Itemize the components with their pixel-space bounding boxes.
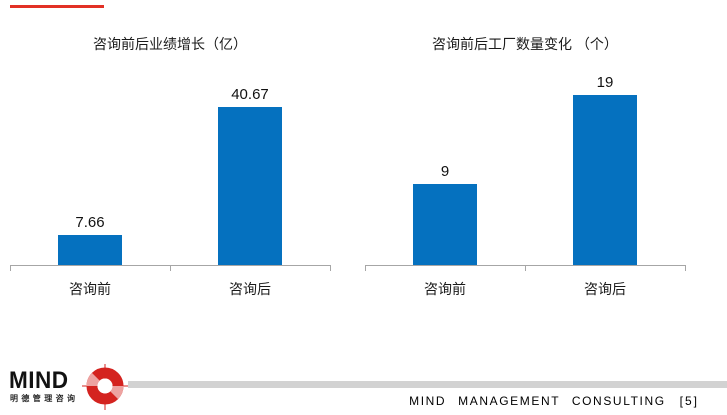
footer-company-text: MIND MANAGEMENT CONSULTING <box>409 394 666 408</box>
bar-column: 40.67 <box>170 60 330 265</box>
chart2-axis-tick <box>365 266 366 271</box>
category-label: 咨询后 <box>584 281 626 297</box>
chart2-axis-tick <box>525 266 526 271</box>
category-label: 咨询后 <box>229 281 271 297</box>
bar-column: 9 <box>365 60 525 265</box>
bar <box>573 95 637 265</box>
footer-text: MIND MANAGEMENT CONSULTING [5] <box>409 394 699 408</box>
chart1-axis-tick <box>330 266 331 271</box>
chart1-axis-tick <box>170 266 171 271</box>
chart1-title: 咨询前后业绩增长（亿） <box>93 36 247 52</box>
bar-value-label: 19 <box>596 73 614 91</box>
chart1-x-axis <box>10 265 331 266</box>
bar-column: 7.66 <box>10 60 170 265</box>
page-number: [5] <box>679 394 699 408</box>
chart2-plot-area: 9 19 <box>365 60 685 265</box>
bar-column: 19 <box>525 60 685 265</box>
bar-value-label: 40.67 <box>231 85 269 103</box>
bar <box>413 184 477 265</box>
mind-target-icon <box>82 364 128 410</box>
bar <box>58 235 122 265</box>
category-label: 咨询前 <box>424 281 466 297</box>
bar <box>218 107 282 265</box>
bar-value-label: 9 <box>440 162 450 180</box>
bar-value-label: 7.66 <box>75 213 105 231</box>
chart2-title: 咨询前后工厂数量变化 （个） <box>432 36 618 52</box>
logo-subtext: 明德管理咨询 <box>10 394 79 403</box>
top-accent-rule <box>10 5 104 8</box>
chart1-axis-tick <box>10 266 11 271</box>
chart2-x-axis <box>365 265 686 266</box>
category-label: 咨询前 <box>69 281 111 297</box>
footer-divider-rule <box>128 381 727 388</box>
chart1-plot-area: 7.66 40.67 <box>10 60 330 265</box>
chart1-category-labels: 咨询前 咨询后 <box>10 279 330 299</box>
chart2-category-labels: 咨询前 咨询后 <box>365 279 685 299</box>
logo-wordmark: MIND <box>9 367 69 394</box>
chart2-axis-tick <box>685 266 686 271</box>
